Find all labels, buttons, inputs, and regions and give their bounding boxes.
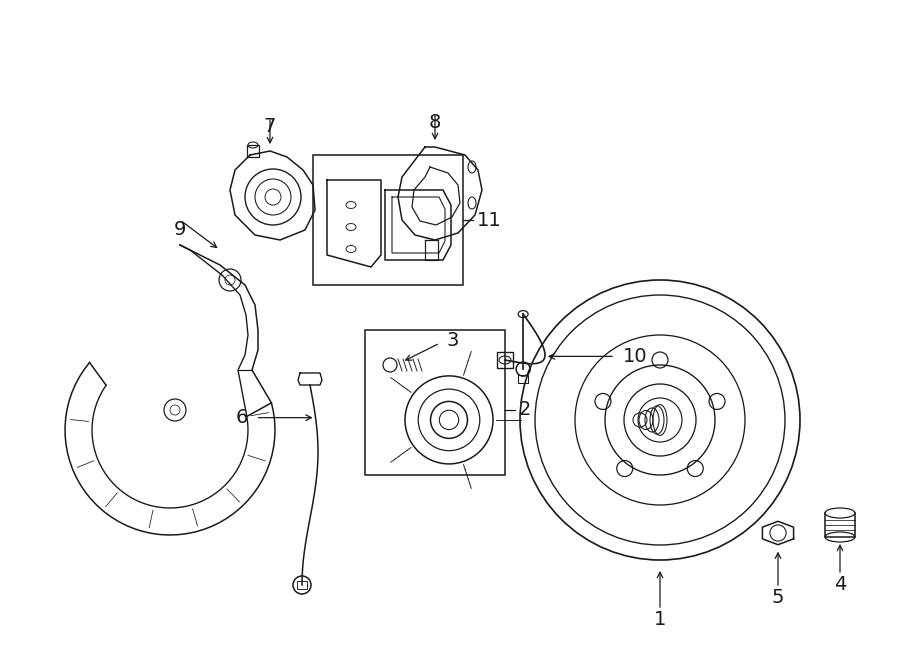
Text: 6: 6: [235, 408, 248, 427]
Bar: [497, 352, 513, 368]
Bar: [518, 375, 528, 383]
Text: 2: 2: [519, 401, 531, 419]
Text: 11: 11: [477, 210, 502, 229]
Bar: [247, 145, 259, 157]
Text: 4: 4: [833, 575, 846, 594]
Text: 8: 8: [428, 113, 441, 132]
Text: 3: 3: [446, 330, 458, 350]
Text: 1: 1: [653, 610, 666, 629]
Bar: [313, 155, 463, 285]
Text: 9: 9: [174, 220, 186, 239]
Bar: [365, 330, 505, 475]
Text: 7: 7: [264, 117, 276, 136]
Text: 5: 5: [772, 588, 784, 607]
Text: 10: 10: [623, 347, 647, 366]
Bar: [297, 581, 307, 589]
